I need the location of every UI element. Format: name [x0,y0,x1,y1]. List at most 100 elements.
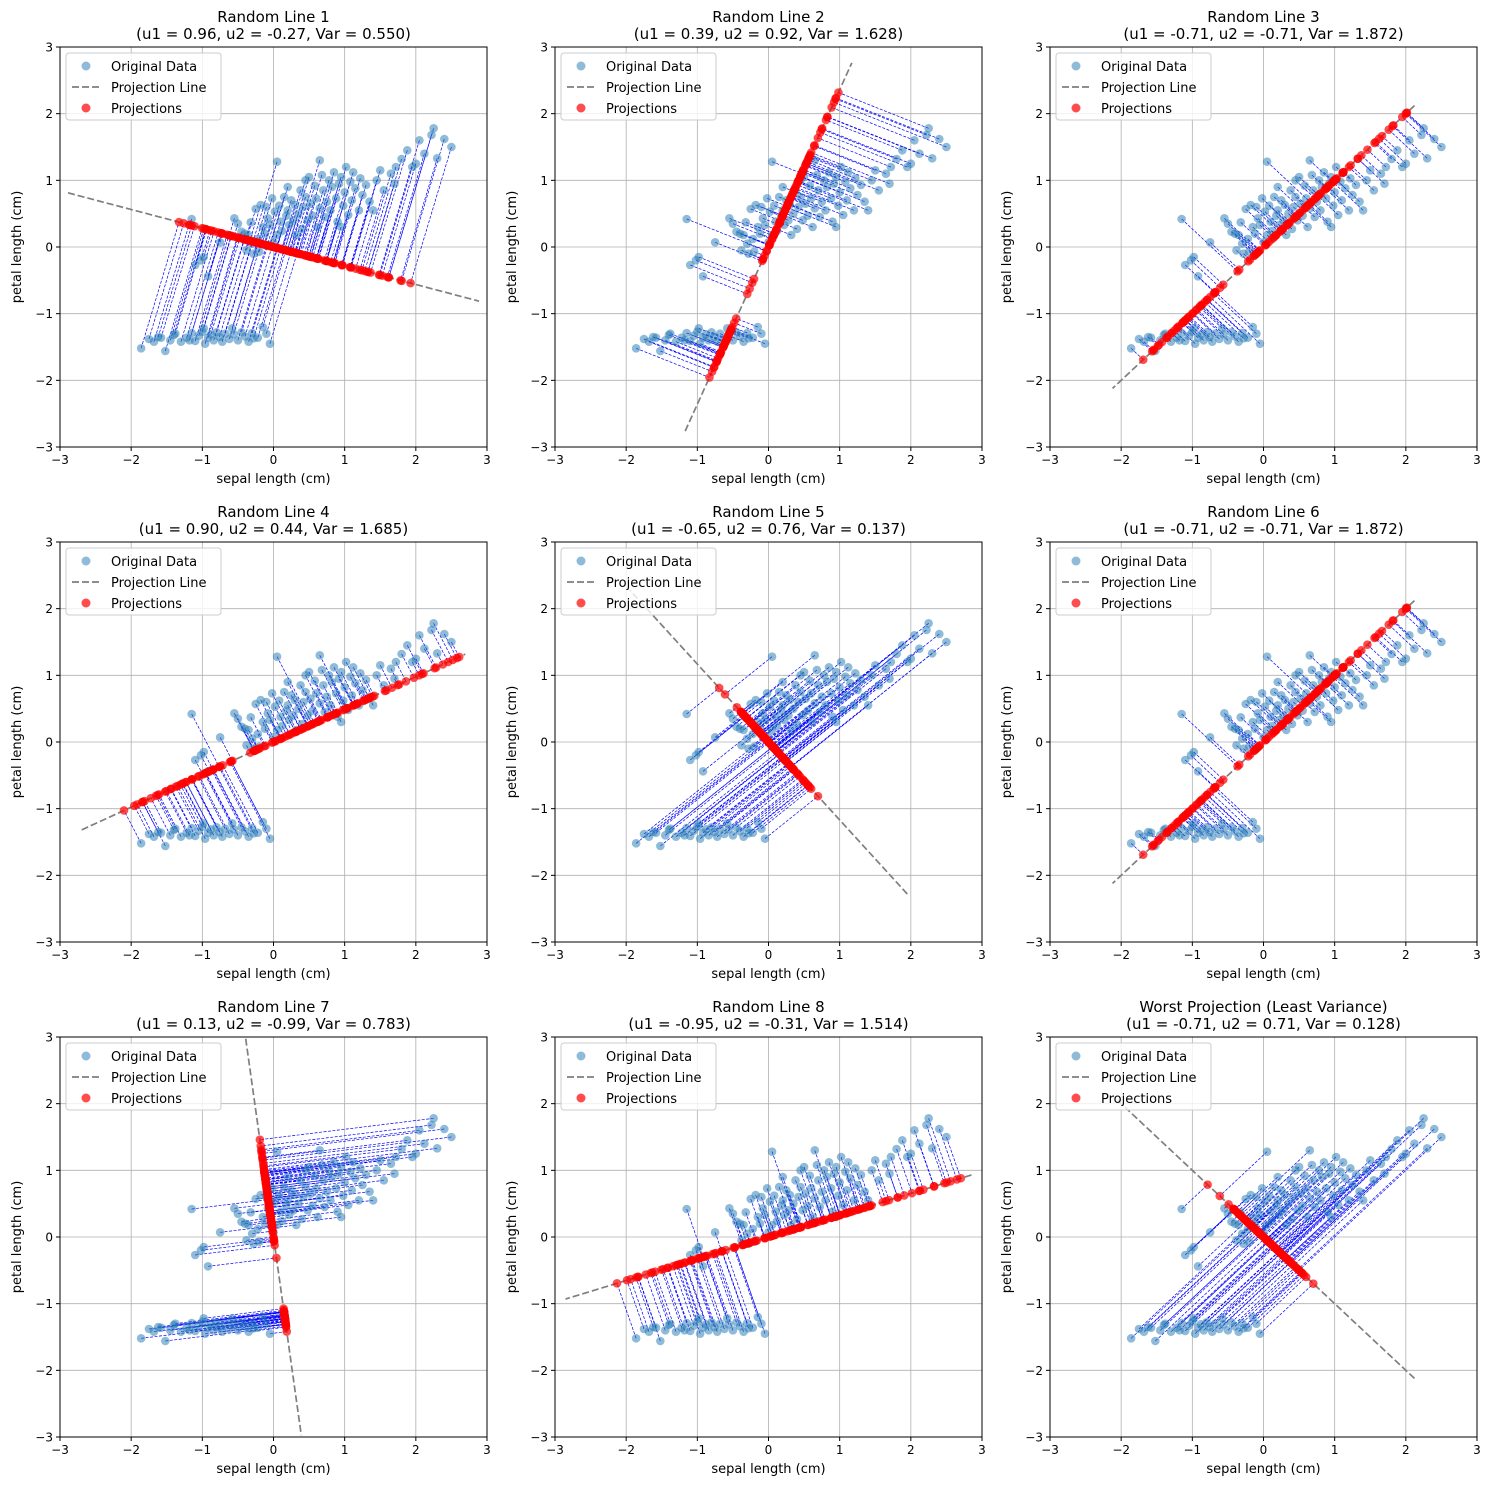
connector-line [140,222,180,349]
data-point [1266,1207,1275,1216]
connector-line [698,715,745,753]
projection-point [1388,121,1397,131]
connector-line [352,667,370,699]
projection-point [1180,316,1190,325]
data-point [1303,222,1312,232]
connector-line [1188,1246,1274,1326]
connector-line [203,230,212,258]
y-tick-label: −2 [1025,374,1043,388]
data-point [1316,701,1325,710]
connector-line [728,773,798,830]
data-point [757,1192,766,1202]
data-point [1244,1237,1254,1246]
x-tick-label: 3 [978,1443,986,1457]
data-point [915,1139,924,1148]
data-point [348,663,358,672]
connector-line [1143,1228,1255,1332]
data-point [801,694,810,703]
projection-point [712,357,721,367]
projection-point [707,367,717,376]
data-point [1177,214,1186,224]
connector-line [827,116,933,159]
subplot-title: Worst Projection (Least Variance) [1139,998,1387,1016]
projection-point [841,1208,851,1218]
data-point [819,1166,829,1175]
data-point [1260,207,1270,216]
projection-point [884,1195,894,1205]
data-point [440,1124,449,1134]
data-point [757,202,766,212]
projection-point [280,245,289,255]
data-point [826,689,836,698]
data-point [1284,1199,1293,1208]
y-tick-label: −1 [35,307,53,321]
data-point [1237,239,1247,248]
data-point [249,829,258,838]
data-point [710,1228,720,1237]
data-point [739,230,748,240]
connector-line [1325,683,1350,706]
connector-line [205,772,233,824]
projection-point [1249,746,1259,756]
connector-line [248,247,278,342]
data-point [199,1242,209,1252]
data-point [375,1156,385,1165]
connector-line [630,1279,650,1332]
x-tick-label: −1 [193,453,211,467]
connector-line [693,758,784,831]
connector-line [1291,1128,1435,1264]
connector-line [645,1274,666,1331]
x-tick-label: 3 [1473,453,1481,467]
data-point [415,631,424,640]
data-point [1419,1114,1428,1123]
projection-point [401,677,411,686]
data-point [1355,692,1364,701]
data-point [1193,767,1203,776]
data-point [136,344,146,353]
projection-point [262,1185,272,1194]
data-point [648,1322,658,1332]
data-point [327,182,337,192]
data-point [792,719,802,729]
data-point [806,689,816,698]
subplot-8: Random Line 8(u1 = -0.95, u2 = -0.31, Va… [505,998,986,1477]
data-point [1189,747,1199,757]
connector-line [616,1283,637,1339]
connector-line [1231,1264,1294,1323]
x-tick-label: −1 [193,948,211,962]
data-point [1346,669,1355,678]
y-axis-label: petal length (cm) [1000,686,1015,799]
data-point [265,1329,275,1338]
data-point [334,179,344,188]
data-point [867,671,876,680]
x-tick-label: −2 [617,948,635,962]
projection-point [1338,168,1348,177]
x-tick-label: −1 [1183,453,1201,467]
projection-point [612,1279,622,1288]
connector-line [305,208,321,256]
projection-point [1252,1226,1262,1236]
data-point [372,1166,381,1175]
projection-point [264,1199,274,1209]
data-point [829,674,839,683]
data-point [340,1178,349,1187]
connector-line [1378,138,1407,164]
data-point [217,1327,227,1336]
x-tick-label: 1 [341,948,349,962]
data-point [1369,186,1379,195]
projection-point [794,175,804,185]
data-point [265,834,275,843]
x-tick-label: −1 [193,1443,211,1457]
data-point [336,222,346,232]
data-point [1207,1327,1217,1336]
connector-line [1193,256,1224,285]
connector-line [626,1280,645,1330]
data-point [161,346,170,356]
x-axis-label: sepal length (cm) [711,967,825,982]
projection-point [722,335,731,344]
subplot-6: Random Line 6(u1 = -0.71, u2 = -0.71, Va… [1000,503,1481,982]
projection-point [314,254,323,264]
connector-line [338,678,354,706]
connector-line [264,1159,381,1175]
data-point [821,206,830,215]
